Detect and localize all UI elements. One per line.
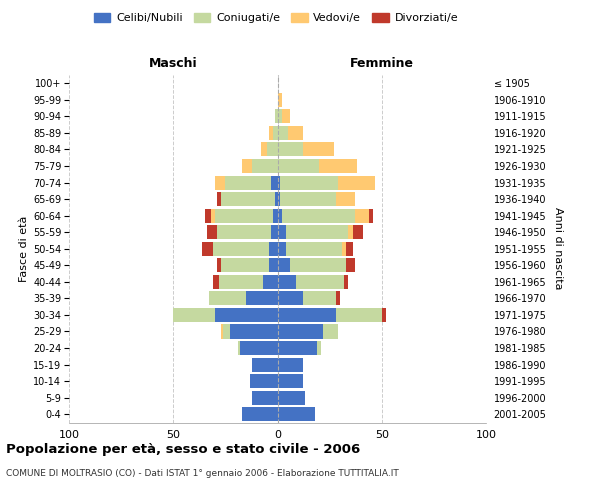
- Bar: [277, 176, 280, 190]
- Bar: [221, 258, 269, 272]
- Bar: [246, 292, 277, 306]
- Bar: [238, 341, 240, 355]
- Bar: [275, 192, 277, 206]
- Bar: [281, 208, 355, 222]
- Bar: [215, 308, 277, 322]
- Text: Popolazione per età, sesso e stato civile - 2006: Popolazione per età, sesso e stato civil…: [6, 442, 360, 456]
- Bar: [288, 126, 302, 140]
- Bar: [382, 308, 386, 322]
- Bar: [353, 225, 363, 239]
- Bar: [217, 192, 221, 206]
- Bar: [269, 258, 277, 272]
- Bar: [349, 225, 353, 239]
- Bar: [242, 407, 277, 422]
- Bar: [277, 110, 281, 124]
- Bar: [323, 324, 338, 338]
- Bar: [346, 242, 353, 256]
- Bar: [286, 225, 349, 239]
- Bar: [253, 358, 277, 372]
- Bar: [277, 341, 317, 355]
- Y-axis label: Anni di nascita: Anni di nascita: [553, 208, 563, 290]
- Bar: [277, 208, 281, 222]
- Bar: [240, 341, 277, 355]
- Bar: [213, 275, 219, 289]
- Bar: [221, 324, 223, 338]
- Bar: [277, 390, 305, 404]
- Bar: [302, 292, 336, 306]
- Bar: [277, 324, 323, 338]
- Bar: [274, 126, 277, 140]
- Bar: [217, 258, 221, 272]
- Bar: [253, 390, 277, 404]
- Bar: [221, 192, 275, 206]
- Bar: [277, 159, 319, 173]
- Bar: [302, 142, 334, 156]
- Bar: [346, 258, 355, 272]
- Bar: [202, 242, 213, 256]
- Bar: [277, 358, 302, 372]
- Bar: [205, 208, 211, 222]
- Bar: [280, 192, 336, 206]
- Bar: [250, 374, 277, 388]
- Bar: [317, 341, 321, 355]
- Bar: [280, 176, 338, 190]
- Bar: [253, 159, 277, 173]
- Bar: [277, 225, 286, 239]
- Bar: [219, 275, 263, 289]
- Bar: [336, 292, 340, 306]
- Bar: [336, 308, 382, 322]
- Bar: [275, 110, 277, 124]
- Bar: [277, 258, 290, 272]
- Bar: [277, 374, 302, 388]
- Bar: [277, 142, 302, 156]
- Text: Femmine: Femmine: [350, 57, 414, 70]
- Bar: [277, 308, 336, 322]
- Bar: [277, 407, 315, 422]
- Bar: [261, 142, 267, 156]
- Bar: [281, 110, 290, 124]
- Bar: [267, 142, 277, 156]
- Text: COMUNE DI MOLTRASIO (CO) - Dati ISTAT 1° gennaio 2006 - Elaborazione TUTTITALIA.: COMUNE DI MOLTRASIO (CO) - Dati ISTAT 1°…: [6, 469, 399, 478]
- Bar: [211, 208, 215, 222]
- Bar: [355, 208, 369, 222]
- Bar: [269, 126, 274, 140]
- Bar: [286, 242, 342, 256]
- Bar: [319, 159, 357, 173]
- Bar: [338, 176, 376, 190]
- Bar: [290, 258, 346, 272]
- Bar: [226, 176, 271, 190]
- Text: Maschi: Maschi: [149, 57, 197, 70]
- Bar: [173, 308, 215, 322]
- Bar: [271, 225, 277, 239]
- Bar: [336, 192, 355, 206]
- Bar: [209, 292, 246, 306]
- Bar: [215, 208, 274, 222]
- Bar: [277, 292, 302, 306]
- Bar: [274, 208, 277, 222]
- Bar: [277, 275, 296, 289]
- Bar: [206, 225, 217, 239]
- Y-axis label: Fasce di età: Fasce di età: [19, 216, 29, 282]
- Bar: [369, 208, 373, 222]
- Bar: [344, 275, 349, 289]
- Legend: Celibi/Nubili, Coniugati/e, Vedovi/e, Divorziati/e: Celibi/Nubili, Coniugati/e, Vedovi/e, Di…: [89, 8, 463, 28]
- Bar: [296, 275, 344, 289]
- Bar: [263, 275, 277, 289]
- Bar: [277, 126, 288, 140]
- Bar: [230, 324, 277, 338]
- Bar: [215, 176, 226, 190]
- Bar: [213, 242, 269, 256]
- Bar: [269, 242, 277, 256]
- Bar: [277, 93, 281, 107]
- Bar: [223, 324, 230, 338]
- Bar: [277, 192, 280, 206]
- Bar: [271, 176, 277, 190]
- Bar: [342, 242, 346, 256]
- Bar: [217, 225, 271, 239]
- Bar: [242, 159, 253, 173]
- Bar: [277, 242, 286, 256]
